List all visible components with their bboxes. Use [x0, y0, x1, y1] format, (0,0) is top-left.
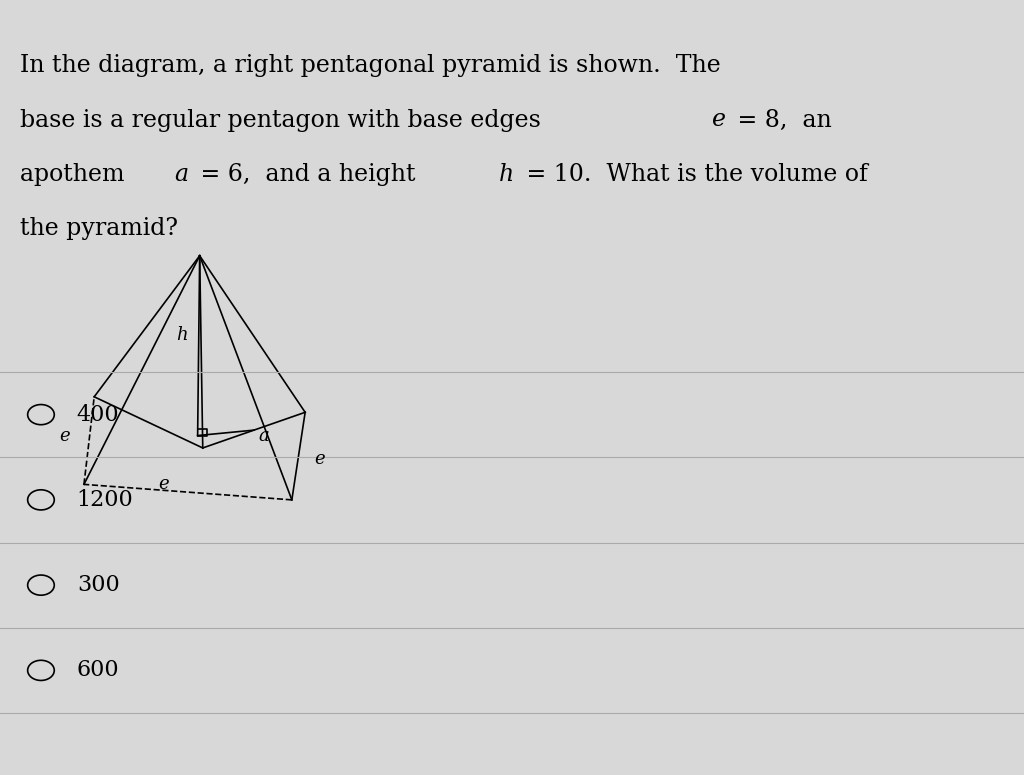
- Text: 600: 600: [77, 660, 120, 681]
- Text: h: h: [500, 163, 515, 186]
- Text: e: e: [712, 109, 726, 132]
- Text: 1200: 1200: [77, 489, 133, 511]
- Text: a: a: [259, 427, 269, 446]
- Text: a: a: [175, 163, 188, 186]
- Text: = 8,  an: = 8, an: [730, 109, 831, 132]
- Text: 300: 300: [77, 574, 120, 596]
- Text: e: e: [159, 475, 169, 494]
- Text: e: e: [59, 426, 70, 445]
- Text: e: e: [314, 449, 325, 468]
- Text: In the diagram, a right pentagonal pyramid is shown.  The: In the diagram, a right pentagonal pyram…: [20, 54, 721, 78]
- Text: = 6,  and a height: = 6, and a height: [193, 163, 430, 186]
- Text: apothem: apothem: [20, 163, 140, 186]
- Text: = 10.  What is the volume of: = 10. What is the volume of: [519, 163, 867, 186]
- Text: 400: 400: [77, 404, 120, 425]
- Text: the pyramid?: the pyramid?: [20, 217, 178, 240]
- Text: base is a regular pentagon with base edges: base is a regular pentagon with base edg…: [20, 109, 556, 132]
- Text: h: h: [176, 326, 188, 344]
